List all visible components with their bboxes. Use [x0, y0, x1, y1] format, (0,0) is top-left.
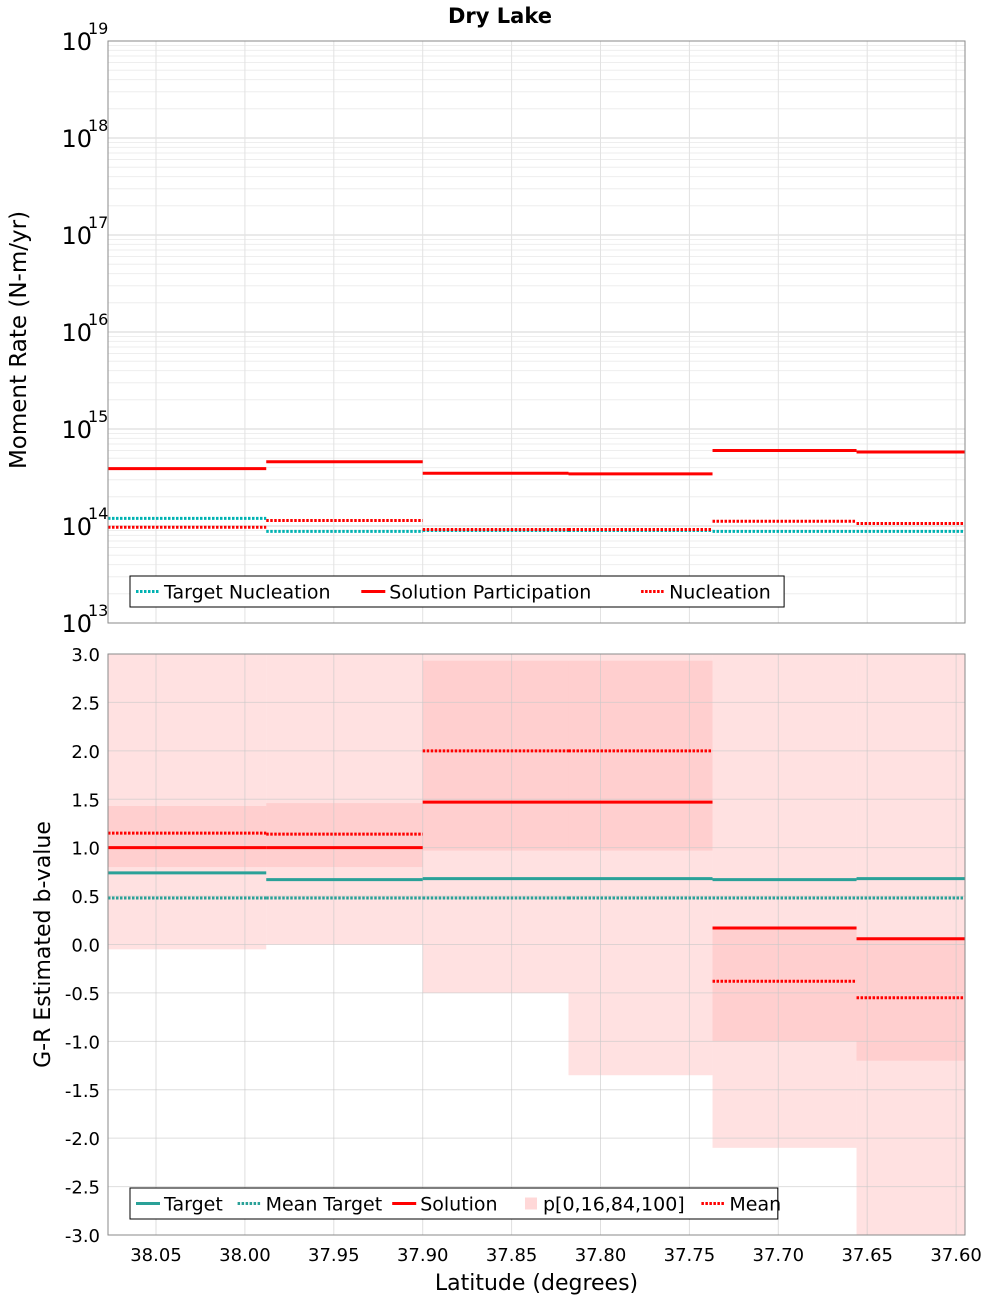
chart-title: Dry Lake [448, 4, 552, 28]
band-p16-p84 [108, 806, 267, 868]
y-tick-label: 10 [61, 416, 92, 444]
y-tick-label: 10 [61, 125, 92, 153]
band-p0-p100 [712, 654, 857, 1148]
y-tick-exponent: 16 [88, 310, 108, 329]
y-tick-label: 10 [61, 513, 92, 541]
y-tick-label: 0.5 [71, 887, 100, 908]
y-tick-label: 10 [61, 28, 92, 56]
x-tick-label: 37.95 [308, 1245, 360, 1266]
legend-label: Mean Target [266, 1194, 383, 1216]
x-tick-label: 37.75 [664, 1245, 716, 1266]
y-tick-label: 1.5 [71, 790, 100, 811]
y-tick-exponent: 17 [88, 213, 108, 232]
y-tick-label: -1.5 [65, 1081, 100, 1102]
x-tick-label: 38.00 [219, 1245, 271, 1266]
legend-label: Solution [420, 1194, 497, 1216]
plot-frame [107, 653, 966, 1236]
y-tick-label: 1.0 [71, 839, 100, 860]
x-tick-label: 37.90 [397, 1245, 449, 1266]
y-tick-label: 0.0 [71, 936, 100, 957]
y-tick-label: -0.5 [65, 984, 100, 1005]
plot-frame [107, 40, 966, 624]
legend: Target Nucleation Solution Participation N… [129, 575, 785, 608]
y-tick-exponent: 13 [88, 601, 108, 620]
legend-swatch [525, 1197, 537, 1210]
x-tick-label: 37.70 [753, 1245, 805, 1266]
y-tick-exponent: 19 [88, 19, 108, 38]
y-tick-exponent: 14 [88, 504, 108, 523]
y-tick-exponent: 15 [88, 407, 108, 426]
y-tick-label: -2.5 [65, 1178, 100, 1199]
y-tick-label: 2.5 [71, 693, 100, 714]
y-axis-label: Moment Rate (N-m/yr) [6, 211, 32, 469]
y-tick-label: -1.0 [65, 1032, 100, 1053]
x-axis-label: Latitude (degrees) [435, 1271, 638, 1296]
band-p16-p84 [568, 660, 713, 851]
b-value-panel: 3.0 2.5 2.0 1.5 1.0 0.5 0.0 -0.5 -1.0 -1.5 -2.0 -2.… [31, 645, 982, 1296]
y-axis-label: G-R Estimated b-value [31, 821, 56, 1068]
y-tick-label: 10 [61, 319, 92, 347]
band-p0-p100 [108, 654, 267, 950]
legend-label: Solution Participation [389, 582, 591, 604]
y-tick-label: -3.0 [65, 1226, 100, 1247]
y-tick-label: 10 [61, 222, 92, 250]
y-tick-exponent: 18 [88, 116, 108, 135]
y-tick-label: 3.0 [71, 645, 100, 666]
x-tick-label: 38.05 [130, 1245, 182, 1266]
legend-label: Target Nucleation [163, 582, 331, 604]
legend-label: Target [163, 1194, 223, 1216]
y-tick-label: 2.0 [71, 742, 100, 763]
legend-label: Mean [729, 1194, 781, 1216]
legend: Target Mean Target Solution p[0,16,84,100] M… [129, 1187, 781, 1220]
legend-box [129, 575, 785, 608]
x-tick-label: 37.80 [575, 1245, 627, 1266]
y-tick-label: -2.0 [65, 1129, 100, 1150]
x-tick-label: 37.85 [486, 1245, 538, 1266]
x-tick-label: 37.60 [930, 1245, 982, 1266]
band-p16-p84 [422, 660, 569, 851]
x-tick-label: 37.65 [841, 1245, 893, 1266]
y-tick-label: 10 [61, 610, 92, 638]
legend-label: p[0,16,84,100] [543, 1194, 685, 1216]
band-p16-p84 [712, 927, 857, 1042]
legend-label: Nucleation [669, 582, 771, 604]
